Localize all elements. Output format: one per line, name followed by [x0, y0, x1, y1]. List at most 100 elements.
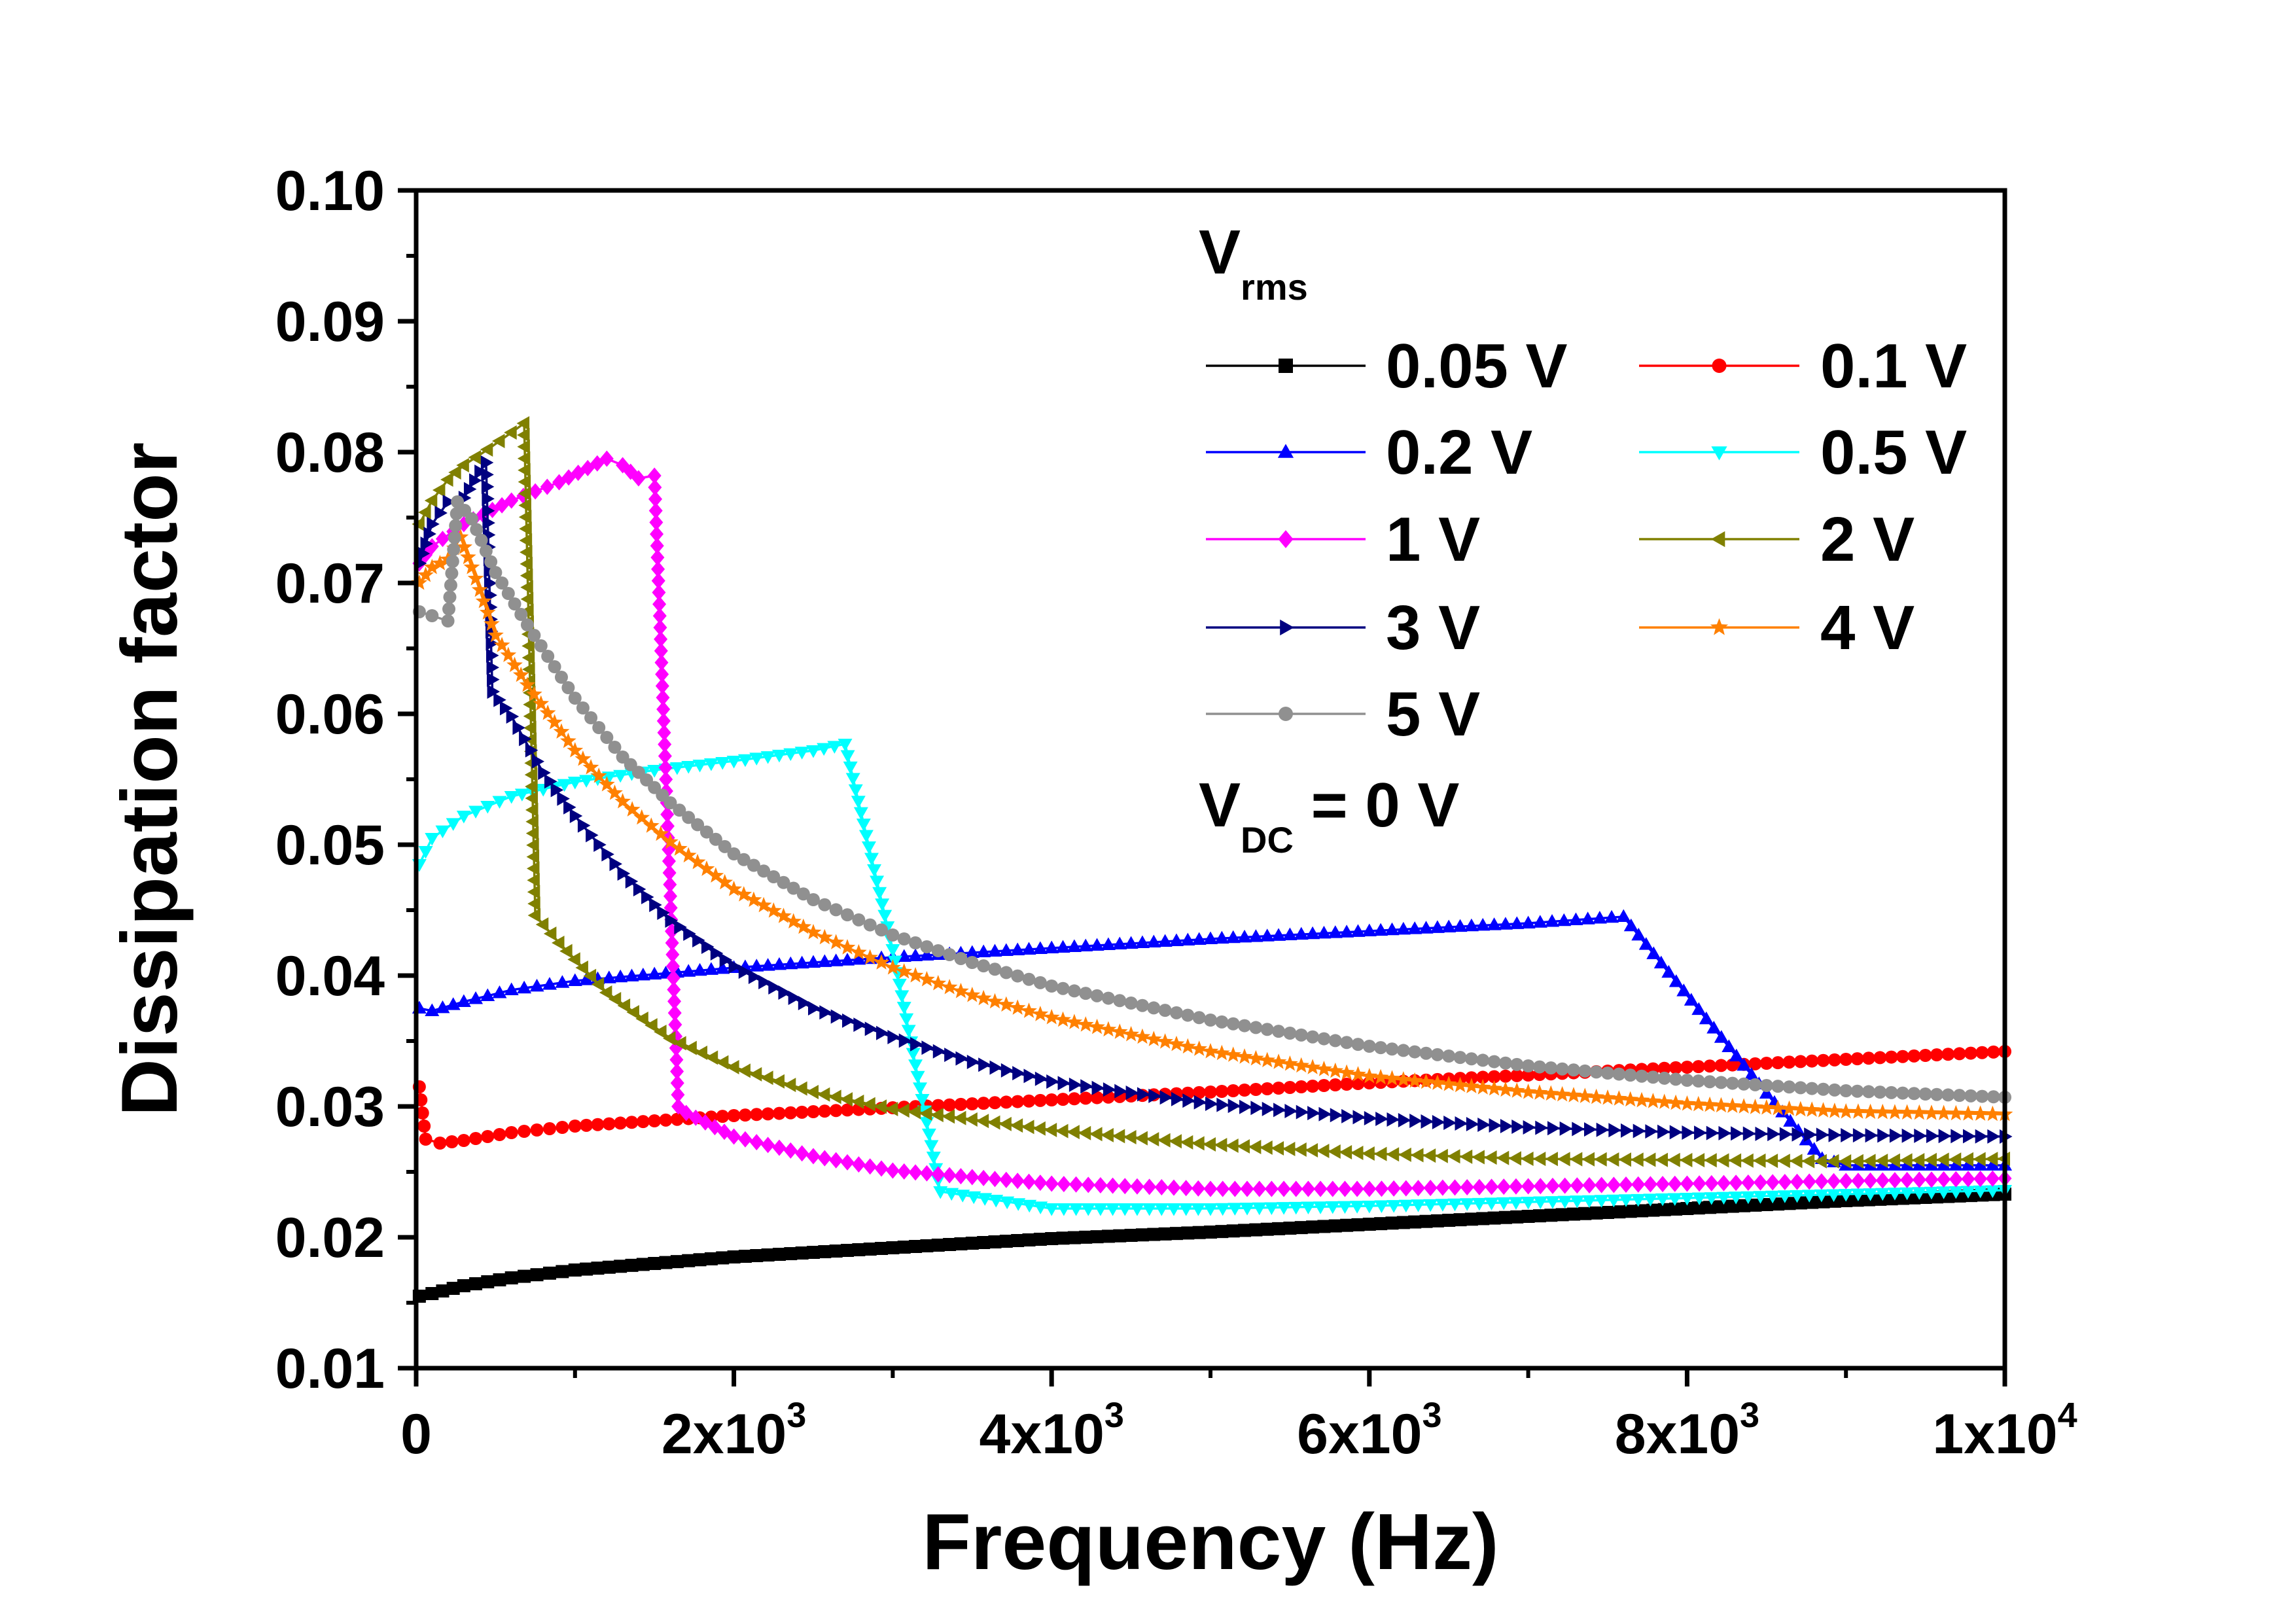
- data-point-0-05-v: [1181, 1226, 1195, 1240]
- data-point-5-v: [1771, 1080, 1785, 1093]
- data-point-2-v: [1545, 1152, 1558, 1167]
- data-point-0-05-v: [1328, 1219, 1342, 1233]
- data-point-3-v: [657, 906, 670, 920]
- data-point-3-v: [1171, 1091, 1184, 1106]
- data-point-0-5-v: [794, 747, 809, 760]
- data-point-0-1-v: [1975, 1046, 1989, 1059]
- data-point-0-05-v: [1657, 1203, 1671, 1216]
- data-point-0-1-v: [1669, 1061, 1683, 1074]
- data-point-0-2-v: [1441, 919, 1457, 932]
- data-point-0-1-v: [829, 1104, 843, 1118]
- legend-label: 2 V: [1820, 504, 1915, 574]
- data-point-1-v: [659, 771, 673, 788]
- data-point-0-05-v: [1601, 1206, 1614, 1219]
- data-point-0-5-v: [1435, 1199, 1450, 1212]
- legend-entry-0-05-v: 0.05 V: [1206, 331, 1568, 401]
- data-point-1-v: [1374, 1180, 1388, 1197]
- data-point-2-v: [525, 826, 539, 841]
- data-point-2-v: [1875, 1154, 1888, 1169]
- data-point-5-v: [1238, 1019, 1252, 1033]
- data-point-0-05-v: [1532, 1209, 1546, 1223]
- data-point-4-v: [423, 559, 440, 574]
- data-point-4-v: [1157, 1033, 1173, 1049]
- data-point-3-v: [586, 828, 599, 843]
- data-point-0-1-v: [716, 1110, 730, 1123]
- data-point-3-v: [1046, 1074, 1059, 1089]
- data-point-0-5-v: [867, 864, 882, 877]
- data-point-0-05-v: [693, 1253, 707, 1267]
- data-point-0-5-v: [1337, 1201, 1352, 1214]
- data-point-1-v: [650, 525, 664, 542]
- data-point-0-1-v: [1464, 1071, 1478, 1085]
- data-point-1-v: [656, 689, 670, 706]
- y-tick-label: 0.10: [275, 160, 385, 222]
- data-point-4-v: [1874, 1103, 1891, 1120]
- data-point-0-2-v: [1557, 913, 1572, 927]
- data-point-3-v: [512, 720, 525, 735]
- data-point-1-v: [662, 853, 676, 870]
- data-point-0-5-v: [514, 788, 529, 802]
- data-point-0-5-v: [1716, 1192, 1731, 1205]
- data-point-1-v: [1022, 1173, 1036, 1190]
- data-point-4-v: [1862, 1103, 1879, 1120]
- data-point-5-v: [796, 887, 810, 901]
- data-point-0-05-v: [1714, 1200, 1728, 1214]
- data-point-0-1-v: [1022, 1094, 1036, 1108]
- data-point-4-v: [506, 656, 523, 673]
- data-point-0-1-v: [1816, 1053, 1830, 1067]
- data-point-2-v: [1863, 1154, 1876, 1169]
- data-point-0-2-v: [555, 975, 570, 988]
- data-point-0-2-v: [1936, 1157, 1951, 1171]
- data-point-5-v: [534, 639, 548, 652]
- data-point-0-2-v: [1067, 939, 1082, 952]
- y-axis-label: Dissipation factor: [105, 442, 194, 1116]
- data-point-3-v: [1091, 1080, 1105, 1095]
- data-point-2-v: [1305, 1143, 1318, 1157]
- data-point-0-5-v: [1022, 1199, 1037, 1213]
- data-point-5-v: [931, 944, 945, 957]
- data-point-3-v: [601, 847, 614, 862]
- data-point-0-1-v: [1964, 1046, 1977, 1060]
- data-point-1-v: [1191, 1180, 1205, 1197]
- data-point-5-v: [1113, 994, 1127, 1008]
- data-point-5-v: [1430, 1048, 1444, 1061]
- data-point-0-05-v: [1703, 1201, 1717, 1214]
- data-point-0-1-v: [795, 1105, 809, 1119]
- data-point-2-v: [908, 1104, 921, 1120]
- data-point-0-2-v: [635, 967, 650, 981]
- data-point-0-2-v: [567, 973, 582, 986]
- data-point-2-v: [1447, 1149, 1460, 1164]
- data-point-2-v: [1691, 1153, 1705, 1168]
- data-point-2-v: [1044, 1123, 1057, 1137]
- data-point-1-v: [540, 478, 554, 495]
- data-point-0-2-v: [1248, 929, 1263, 942]
- data-point-3-v: [1731, 1126, 1744, 1141]
- data-point-1-v: [1839, 1173, 1853, 1190]
- data-point-0-5-v: [840, 750, 855, 763]
- data-point-3-v: [1657, 1124, 1670, 1139]
- data-point-0-05-v: [1828, 1194, 1841, 1208]
- data-point-0-1-v: [1771, 1056, 1785, 1070]
- data-point-3-v: [1284, 1104, 1298, 1118]
- data-point-4-v: [1361, 1068, 1378, 1084]
- data-point-1-v: [1118, 1178, 1132, 1195]
- data-point-2-v: [535, 917, 549, 932]
- data-point-2-v: [694, 1046, 708, 1060]
- data-point-0-05-v: [1204, 1226, 1217, 1239]
- data-point-1-v: [1277, 1180, 1291, 1197]
- data-point-0-5-v: [1191, 1203, 1206, 1216]
- data-point-0-1-v: [965, 1097, 979, 1110]
- legend-swatch-marker: [1277, 444, 1294, 458]
- data-point-0-2-v: [1510, 916, 1525, 929]
- data-point-4-v: [1633, 1091, 1650, 1108]
- data-point-2-v: [1226, 1139, 1239, 1153]
- data-point-2-v: [919, 1106, 932, 1121]
- data-point-1-v: [1460, 1179, 1474, 1196]
- data-point-5-v: [737, 853, 751, 866]
- data-point-5-v: [584, 711, 598, 724]
- legend-label: 3 V: [1386, 593, 1480, 663]
- data-point-4-v: [1850, 1103, 1867, 1119]
- data-point-0-2-v: [760, 958, 775, 971]
- data-point-0-1-v: [1793, 1055, 1807, 1068]
- data-point-4-v: [1985, 1105, 2001, 1121]
